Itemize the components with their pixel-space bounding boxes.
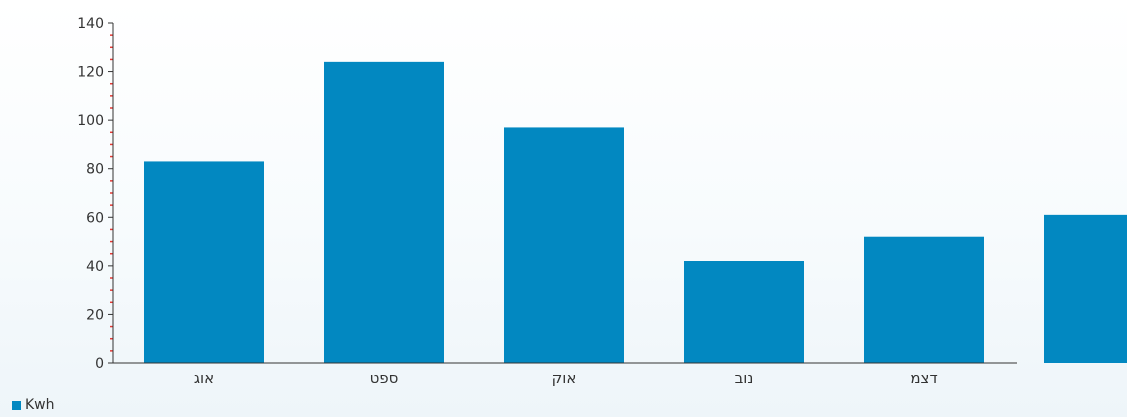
bar-5: [1044, 214, 1127, 363]
legend-swatch: [12, 400, 21, 410]
x-tick-label: ספט: [370, 369, 399, 387]
x-tick-label: נוב: [735, 369, 754, 387]
legend: Kwh: [12, 396, 55, 414]
x-tick-label: אוג: [194, 369, 214, 387]
y-tick-label: 20: [86, 307, 104, 323]
bar-chart: 0 20 40 60 80 100 120 140 אוג ספט אוק נוב דצמ: [77, 16, 1127, 387]
legend-label: Kwh: [25, 397, 55, 413]
y-tick-label: 100: [77, 113, 104, 129]
y-tick-label: 80: [86, 162, 104, 178]
y-tick-label: 60: [86, 210, 104, 226]
y-tick-label: 40: [86, 259, 104, 275]
bar-1: [324, 61, 444, 363]
y-tick-label: 120: [77, 65, 104, 81]
x-tick-label: דצמ: [910, 369, 937, 387]
bar-0: [144, 161, 264, 363]
bar-4: [864, 236, 984, 363]
bar-3: [684, 261, 804, 363]
bar-2: [504, 127, 624, 363]
y-tick-label: 0: [95, 356, 104, 372]
y-tick-label: 140: [77, 16, 104, 32]
x-tick-label: אוק: [552, 369, 577, 387]
